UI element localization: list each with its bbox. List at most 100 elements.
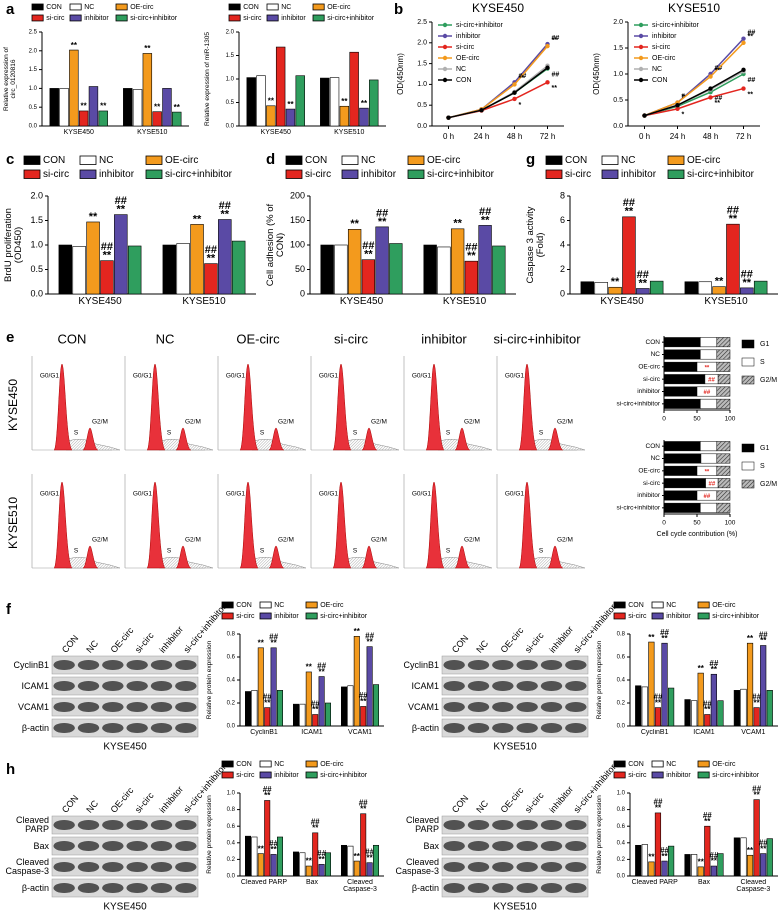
significance-label: ** — [287, 100, 294, 109]
y-axis-label-box: Relative expression of circ_0120816 — [3, 47, 17, 111]
bar — [312, 714, 319, 727]
blot-band — [467, 861, 490, 873]
column-header: si-circ+inhibitor — [493, 331, 581, 346]
blot-band — [443, 861, 465, 873]
bar-segment — [716, 337, 731, 348]
significance-label: ** — [648, 633, 655, 642]
bar — [329, 77, 340, 127]
lane-label: si-circ — [523, 630, 546, 655]
bar — [305, 671, 312, 727]
histogram-g1 — [146, 363, 166, 451]
point — [675, 106, 680, 112]
blot-band — [126, 819, 148, 831]
legend-swatch — [312, 3, 325, 11]
bar — [114, 214, 128, 295]
histogram-g2 — [82, 427, 99, 451]
blot-band — [53, 882, 75, 894]
legend-label: OE-circ — [320, 602, 344, 609]
bar — [86, 221, 100, 295]
bar — [661, 860, 668, 877]
x-tick-label: 100 — [725, 416, 736, 423]
x-tick-label-box: KYSE450 — [340, 297, 383, 307]
significance-label: ** — [705, 365, 710, 371]
bar — [654, 812, 662, 877]
x-tick-label-box: VCAM1 — [741, 729, 765, 736]
row-label: KYSE510 — [6, 497, 20, 549]
bar — [339, 105, 350, 127]
bar-segment — [716, 502, 731, 513]
legend-swatch — [79, 169, 97, 179]
peak-label: S — [167, 430, 172, 437]
bar — [684, 854, 691, 877]
blot-band — [516, 861, 538, 873]
blot-band — [492, 840, 514, 852]
legend-label: CON — [652, 77, 668, 84]
legend-swatch — [697, 771, 710, 779]
legend-swatch — [613, 601, 626, 609]
x-tick-label-box: Bax — [305, 879, 319, 886]
blot-band — [53, 840, 75, 852]
significance-label: ## — [365, 631, 374, 640]
significance-label: ** — [264, 791, 271, 800]
row-label-box: ICAM1 — [411, 681, 439, 690]
legend-swatch — [221, 771, 234, 779]
bar — [340, 844, 347, 877]
y-tick-label: 0.5 — [417, 102, 427, 109]
x-tick-label: 50 — [693, 520, 701, 527]
column-header: CON — [58, 331, 87, 346]
y-tick-label: OE-circ — [638, 364, 660, 371]
lane-label: OE-circ — [499, 785, 526, 815]
y-tick-label: 1.5 — [613, 45, 623, 52]
significance-label: ** — [760, 844, 767, 853]
significance-label: ## — [727, 205, 739, 217]
significance-label: ## — [654, 692, 663, 701]
bar — [312, 832, 319, 877]
bar — [753, 707, 760, 727]
legend-swatch — [741, 461, 755, 471]
legend-marker — [442, 77, 448, 83]
point — [741, 67, 746, 73]
legend-swatch — [697, 601, 710, 609]
blot-band — [565, 861, 587, 873]
bar — [172, 111, 182, 127]
bar — [276, 836, 283, 877]
lane-label: NC — [84, 798, 100, 815]
bar — [726, 223, 740, 295]
panel-label: h — [6, 761, 15, 778]
bar — [353, 635, 360, 727]
y-axis-label: Relative protein expression — [595, 795, 603, 874]
x-tick-label-box: KYSE450 — [78, 297, 121, 307]
y-tick-label: 0 — [560, 288, 565, 298]
significance-label: ** — [306, 663, 313, 672]
bar — [270, 854, 277, 877]
bar — [746, 854, 754, 877]
row-label: CyclinB1 — [403, 659, 439, 670]
x-tick-label-box: Cleaved PARP — [632, 879, 678, 886]
histogram-g1 — [518, 481, 538, 569]
bar-segment — [663, 337, 701, 348]
significance-label: ** — [318, 667, 325, 676]
x-tick-label: 48 h — [703, 132, 719, 141]
y-tick-label: 1.0 — [417, 81, 427, 88]
x-tick-label: VCAM1 — [347, 729, 373, 736]
bar — [641, 844, 648, 877]
significance-label: ** — [221, 208, 230, 220]
x-tick-label: Bax — [305, 879, 319, 886]
y-tick-label: 2.0 — [613, 19, 623, 26]
legend-marker — [442, 66, 448, 72]
y-tick-label: 1.0 — [613, 71, 623, 78]
blot-band — [77, 840, 100, 852]
significance-label: ** — [174, 103, 181, 112]
blot-band — [77, 722, 100, 734]
significance-label: ** — [258, 844, 265, 853]
peak-label: G0/G1 — [40, 491, 60, 498]
blot-band — [77, 659, 100, 671]
legend-swatch — [221, 601, 234, 609]
bar — [478, 225, 492, 295]
peak-label: S — [74, 430, 79, 437]
significance-label: ** — [81, 102, 88, 111]
blot-band — [150, 722, 173, 734]
blot-band — [77, 819, 100, 831]
point — [446, 115, 451, 120]
